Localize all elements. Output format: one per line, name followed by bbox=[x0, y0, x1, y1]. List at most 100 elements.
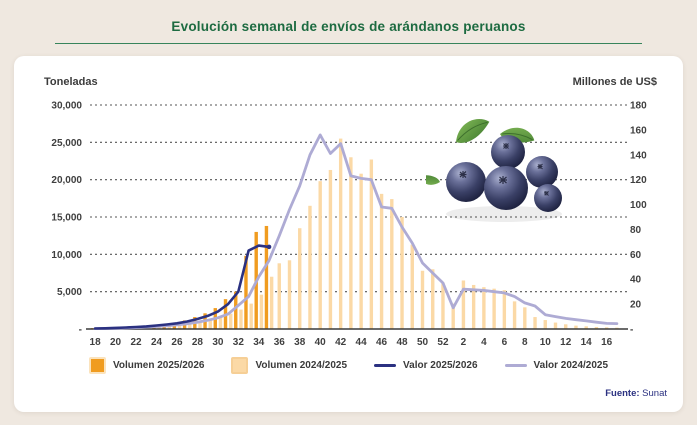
legend-item-3: Valor 2024/2025 bbox=[504, 360, 608, 371]
bar-vol-2425 bbox=[287, 260, 292, 329]
bar-vol-2425 bbox=[461, 280, 466, 329]
right-axis-tick: 80 bbox=[630, 225, 642, 236]
line-Valor 2024/2025 bbox=[93, 133, 619, 330]
bar-vol-2425 bbox=[410, 244, 414, 329]
right-axis-tick: 60 bbox=[630, 250, 642, 261]
right-axis-tick: 40 bbox=[630, 275, 642, 286]
bar-vol-2425 bbox=[349, 157, 353, 329]
chart-legend: Volumen 2025/2026 Volumen 2024/2025 Valor … bbox=[14, 357, 683, 374]
bar-vol-2425 bbox=[167, 325, 172, 329]
x-axis-tick: 32 bbox=[233, 337, 245, 348]
x-axis-tick: 48 bbox=[396, 337, 408, 348]
left-axis-title: Toneladas bbox=[44, 76, 98, 88]
legend-label: Valor 2025/2026 bbox=[403, 360, 478, 371]
x-axis-tick: 8 bbox=[522, 337, 528, 348]
bar-vol-2425 bbox=[277, 263, 281, 329]
x-axis-tick: 30 bbox=[212, 337, 224, 348]
x-axis-tick: 18 bbox=[90, 337, 102, 348]
x-axis-tick: 20 bbox=[110, 337, 122, 348]
bar-vol-2425 bbox=[308, 205, 312, 329]
x-axis-tick: 34 bbox=[253, 337, 265, 348]
x-axis-tick: 42 bbox=[335, 337, 347, 348]
x-axis-tick: 40 bbox=[315, 337, 327, 348]
bar-vol-2425 bbox=[564, 324, 568, 329]
bar-vol-2425 bbox=[249, 303, 253, 329]
bar-vol-2526 bbox=[234, 291, 238, 329]
bar-vol-2425 bbox=[198, 321, 202, 329]
legend-swatch-bar bbox=[88, 357, 106, 374]
bar-vol-2425 bbox=[229, 313, 233, 329]
legend-swatch-line bbox=[504, 363, 527, 368]
x-axis-tick: 36 bbox=[274, 337, 286, 348]
bar-vol-2425 bbox=[543, 320, 547, 329]
bar-vol-2425 bbox=[379, 193, 384, 329]
legend-label: Volumen 2024/2025 bbox=[255, 360, 348, 371]
bar-vol-2425 bbox=[338, 138, 343, 329]
bar-vol-2425 bbox=[471, 284, 476, 329]
bar-vol-2425 bbox=[604, 327, 609, 329]
x-axis-tick: 44 bbox=[356, 337, 368, 348]
left-axis-tick: 20,000 bbox=[51, 175, 82, 186]
bar-vol-2425 bbox=[390, 199, 394, 329]
bar-vol-2526 bbox=[244, 255, 248, 329]
bar-vol-2425 bbox=[328, 169, 333, 329]
bar-vol-2425 bbox=[492, 288, 496, 329]
x-axis-tick: 10 bbox=[540, 337, 552, 348]
bar-vol-2425 bbox=[420, 270, 425, 329]
right-axis-tick: 120 bbox=[630, 175, 647, 186]
bar-vol-2425 bbox=[269, 276, 274, 329]
bar-vol-2425 bbox=[502, 290, 507, 329]
left-axis-tick: 30,000 bbox=[51, 101, 82, 112]
bar-vol-2425 bbox=[298, 228, 302, 329]
legend-item-2: Valor 2025/2026 bbox=[374, 360, 478, 371]
bar-vol-2425 bbox=[239, 309, 243, 329]
bar-vol-2425 bbox=[512, 301, 517, 329]
line-Valor 2025/2026 bbox=[93, 244, 271, 330]
bar-vol-2425 bbox=[218, 317, 223, 329]
left-axis-tick: 10,000 bbox=[51, 250, 82, 261]
bar-vol-2425 bbox=[533, 317, 537, 329]
right-axis-tick: 180 bbox=[630, 101, 647, 112]
x-axis-tick: 6 bbox=[502, 337, 508, 348]
title-underline bbox=[55, 43, 642, 44]
bar-vol-2425 bbox=[574, 325, 578, 329]
legend-item-1: Volumen 2024/2025 bbox=[231, 357, 347, 374]
legend-label: Volumen 2025/2026 bbox=[112, 360, 205, 371]
legend-swatch-bar bbox=[231, 357, 249, 374]
x-axis-tick: 22 bbox=[130, 337, 142, 348]
bar-vol-2425 bbox=[431, 269, 435, 329]
chart-svg: 30,000 25,000 20,000 15,000 10,000 5,000 - 180 1… bbox=[51, 101, 647, 349]
legend-swatch-line bbox=[374, 363, 397, 368]
x-axis-tick: 26 bbox=[171, 337, 183, 348]
page-title: Evolución semanal de envíos de arándanos… bbox=[171, 19, 526, 34]
x-axis-tick: 28 bbox=[192, 337, 204, 348]
bar-vol-2425 bbox=[369, 159, 374, 329]
x-axis-tick: 16 bbox=[601, 337, 613, 348]
right-axis-tick: 20 bbox=[630, 300, 642, 311]
x-axis-tick: 24 bbox=[151, 337, 163, 348]
bar-vol-2425 bbox=[188, 323, 192, 329]
source-note: Fuente: Sunat bbox=[605, 388, 667, 399]
x-axis-tick: 50 bbox=[417, 337, 429, 348]
x-axis-tick: 14 bbox=[581, 337, 593, 348]
x-axis-tick: 12 bbox=[560, 337, 572, 348]
bar-vol-2425 bbox=[400, 217, 404, 329]
x-axis-tick: 52 bbox=[437, 337, 449, 348]
bar-vol-2425 bbox=[523, 307, 527, 329]
bar-vol-2425 bbox=[584, 326, 588, 329]
legend-item-0: Volumen 2025/2026 bbox=[88, 357, 205, 374]
bar-vol-2425 bbox=[359, 173, 363, 329]
x-axis-tick: 38 bbox=[294, 337, 306, 348]
x-axis-tick: 4 bbox=[481, 337, 487, 348]
source-label: Fuente: bbox=[605, 388, 640, 399]
right-axis-tick: 100 bbox=[630, 200, 647, 211]
left-axis-tick: 25,000 bbox=[51, 138, 82, 149]
source-value: Sunat bbox=[642, 388, 667, 399]
left-axis-tick: - bbox=[79, 325, 82, 336]
bar-vol-2425 bbox=[553, 322, 558, 329]
bar-vol-2425 bbox=[441, 282, 445, 329]
right-axis-title: Millones de US$ bbox=[572, 76, 657, 88]
bar-vol-2425 bbox=[177, 324, 182, 329]
bar-vol-2425 bbox=[208, 319, 212, 329]
